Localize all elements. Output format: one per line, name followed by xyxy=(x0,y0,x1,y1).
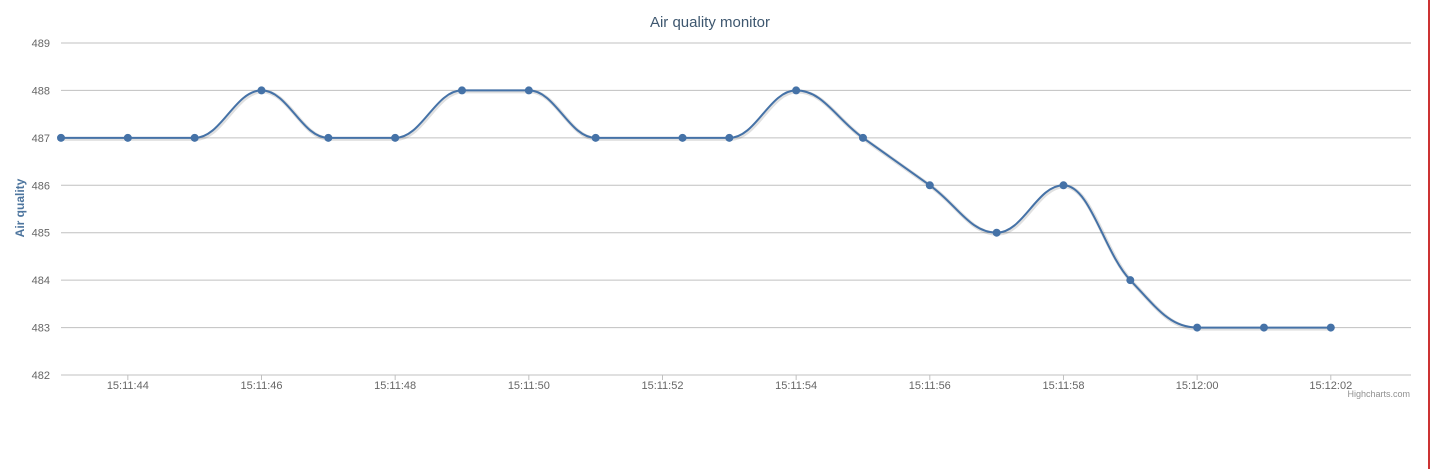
y-tick-label: 484 xyxy=(32,275,50,287)
y-tick-label: 482 xyxy=(32,370,50,382)
x-axis-tick-labels: 15:11:44 15:11:46 15:11:48 15:11:50 15:11:52… xyxy=(107,380,1352,392)
data-point xyxy=(190,133,199,142)
y-axis-tick-labels: 482 483 484 485 486 487 488 489 xyxy=(32,38,50,382)
x-tick-label: 15:11:52 xyxy=(641,380,683,392)
y-axis-title: Air quality xyxy=(13,178,27,237)
data-point xyxy=(591,133,600,142)
data-point xyxy=(925,181,934,190)
x-tick-label: 15:11:46 xyxy=(240,380,282,392)
x-tick-label: 15:12:00 xyxy=(1176,380,1219,392)
data-point xyxy=(524,86,533,95)
data-point xyxy=(391,133,400,142)
data-point xyxy=(1193,323,1202,332)
y-tick-label: 485 xyxy=(32,228,50,240)
y-tick-label: 486 xyxy=(32,180,50,192)
x-tick-label: 15:11:50 xyxy=(508,380,550,392)
data-point xyxy=(992,228,1001,237)
data-point xyxy=(1259,323,1268,332)
data-point xyxy=(792,86,801,95)
data-point xyxy=(1059,181,1068,190)
data-point xyxy=(725,133,734,142)
y-tick-label: 489 xyxy=(32,38,50,50)
credits-link[interactable]: Highcharts.com xyxy=(1347,389,1410,399)
data-point xyxy=(1126,276,1135,285)
frame-border xyxy=(1428,0,1430,469)
data-point xyxy=(858,133,867,142)
axes xyxy=(61,374,1411,380)
series-layer xyxy=(61,89,1332,331)
data-point xyxy=(57,133,65,142)
x-tick-label: 15:11:56 xyxy=(909,380,951,392)
data-point xyxy=(457,86,466,95)
y-tick-label: 488 xyxy=(32,85,50,97)
data-point xyxy=(123,133,132,142)
x-tick-label: 15:11:48 xyxy=(374,380,416,392)
data-point xyxy=(678,133,687,142)
data-point xyxy=(257,86,266,95)
x-tick-label: 15:11:58 xyxy=(1042,380,1084,392)
x-tick-label: 15:11:44 xyxy=(107,380,149,392)
series-points xyxy=(57,86,1335,332)
y-tick-label: 483 xyxy=(32,323,50,335)
x-tick-label: 15:11:54 xyxy=(775,380,817,392)
chart-title: Air quality monitor xyxy=(650,14,770,31)
data-point xyxy=(1326,323,1335,332)
y-tick-label: 487 xyxy=(32,133,50,145)
data-point xyxy=(324,133,333,142)
x-tick-label: 15:12:02 xyxy=(1309,380,1352,392)
series-line xyxy=(61,89,1331,329)
